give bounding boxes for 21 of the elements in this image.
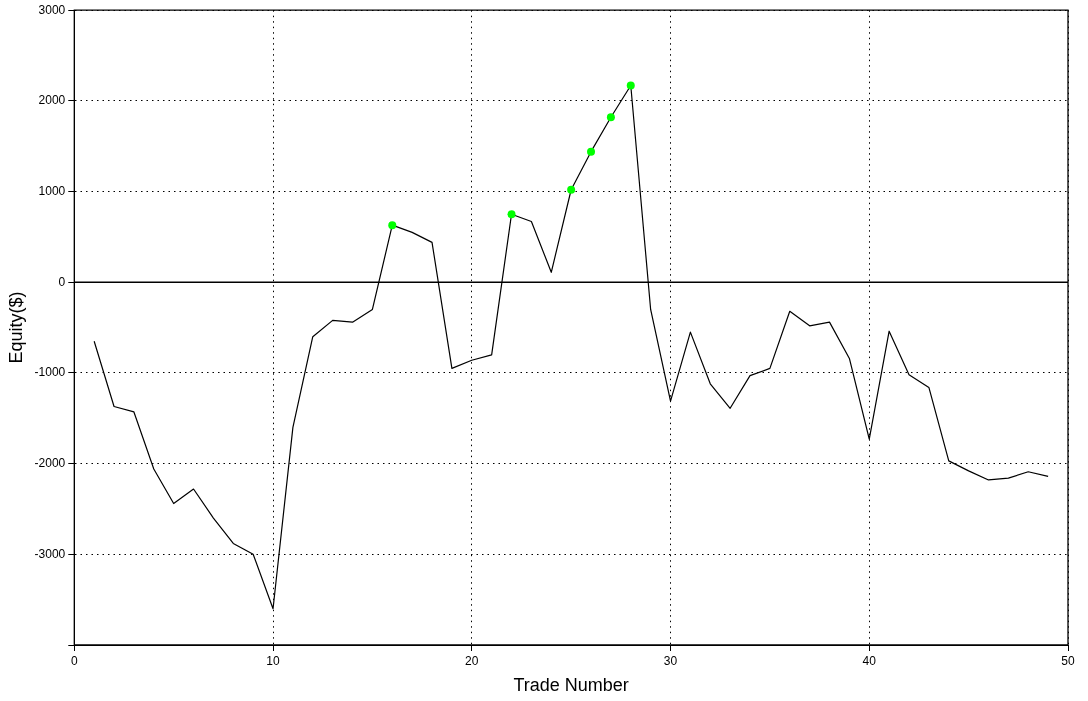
point — [626, 81, 635, 90]
point — [388, 221, 397, 230]
y-tick-label: -1000 — [34, 365, 66, 380]
y-tick-label: 1000 — [38, 183, 66, 198]
y-tick-label: 2000 — [38, 93, 66, 108]
x-tick-label: 20 — [465, 653, 479, 668]
y-axis-title: Equity($) — [5, 291, 26, 364]
x-tick-label: 40 — [862, 653, 877, 668]
point — [567, 185, 576, 194]
point — [507, 210, 516, 219]
point — [587, 147, 596, 156]
y-tick-label: 0 — [58, 274, 66, 289]
x-axis-title: Trade Number — [513, 675, 629, 696]
y-tick-label: 3000 — [38, 2, 66, 17]
x-tick-label: 0 — [70, 653, 78, 668]
point — [606, 113, 615, 122]
y-tick-label: -3000 — [34, 546, 66, 561]
x-tick-label: 50 — [1061, 653, 1075, 668]
y-tick-label: -2000 — [34, 455, 66, 470]
x-tick-label: 10 — [266, 653, 281, 668]
x-tick-label: 30 — [663, 653, 678, 668]
